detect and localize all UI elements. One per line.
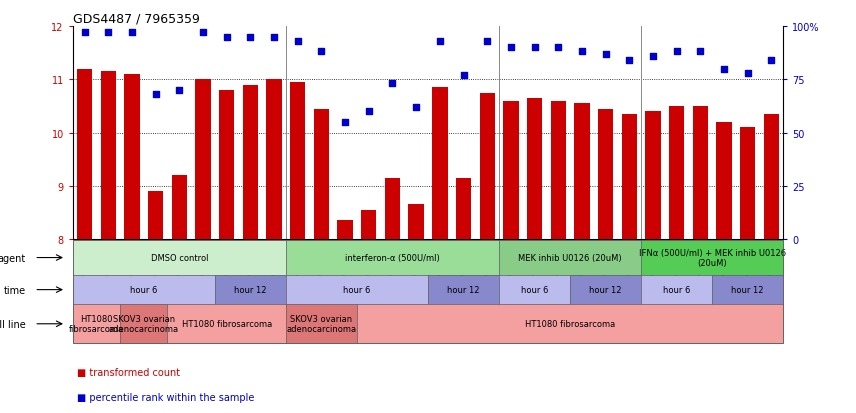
Text: hour 6: hour 6 [130,285,158,294]
Bar [361,210,377,240]
Text: hour 6: hour 6 [521,285,548,294]
Bar [290,83,306,240]
Text: IFNα (500U/ml) + MEK inhib U0126
(20uM): IFNα (500U/ml) + MEK inhib U0126 (20uM) [639,248,786,268]
Text: agent: agent [0,253,26,263]
Point [362,109,376,115]
Point [575,49,589,56]
Text: ■ percentile rank within the sample: ■ percentile rank within the sample [77,392,254,402]
Bar [243,85,258,240]
Text: hour 12: hour 12 [235,285,266,294]
Bar [645,112,661,240]
Text: SKOV3 ovarian
adenocarcinoma: SKOV3 ovarian adenocarcinoma [109,314,179,334]
Point [433,38,447,45]
Point [480,38,494,45]
Point [740,70,754,77]
Bar [172,176,187,240]
Bar [124,75,140,240]
Bar [77,69,92,240]
Bar [148,192,163,240]
Bar [503,101,519,240]
Point [338,119,352,126]
Bar [456,178,471,240]
Point [149,92,163,98]
Text: hour 12: hour 12 [590,285,621,294]
Point [693,49,707,56]
Text: cell line: cell line [0,319,26,329]
Point [598,51,612,58]
Text: HT1080 fibrosarcoma: HT1080 fibrosarcoma [525,320,615,328]
Point [291,38,305,45]
Bar [621,114,637,240]
Bar [574,104,590,240]
Text: HT1080
fibrosarcoma: HT1080 fibrosarcoma [68,314,124,334]
Text: interferon-α (500U/ml): interferon-α (500U/ml) [345,254,440,262]
Point [669,49,683,56]
Point [101,30,115,36]
Bar [527,99,542,240]
Point [456,72,470,79]
Point [220,34,234,41]
Text: hour 12: hour 12 [732,285,764,294]
Point [764,57,778,64]
Bar [408,205,424,240]
Point [196,30,210,36]
Point [243,34,257,41]
Point [527,45,541,51]
Point [314,49,328,56]
Text: hour 12: hour 12 [448,285,479,294]
Point [622,57,636,64]
Bar [314,109,329,240]
Point [551,45,565,51]
Text: HT1080 fibrosarcoma: HT1080 fibrosarcoma [181,320,272,328]
Bar [101,72,116,240]
Bar [337,221,353,240]
Bar [764,114,779,240]
Bar [219,90,235,240]
Bar [550,101,566,240]
Bar [385,178,400,240]
Bar [716,123,732,240]
Text: hour 6: hour 6 [343,285,371,294]
Bar [693,107,708,240]
Point [717,66,731,73]
Bar [598,109,613,240]
Bar [266,80,282,240]
Bar [669,107,684,240]
Point [172,88,186,94]
Bar [479,93,495,240]
Text: DMSO control: DMSO control [151,254,208,262]
Bar [432,88,448,240]
Bar [740,128,755,240]
Text: ■ transformed count: ■ transformed count [77,368,180,377]
Bar [195,80,211,240]
Point [125,30,139,36]
Point [385,81,399,88]
Point [646,53,660,60]
Text: MEK inhib U0126 (20uM): MEK inhib U0126 (20uM) [518,254,622,262]
Text: GDS4487 / 7965359: GDS4487 / 7965359 [73,13,199,26]
Text: time: time [3,285,26,295]
Text: SKOV3 ovarian
adenocarcinoma: SKOV3 ovarian adenocarcinoma [287,314,356,334]
Point [267,34,281,41]
Point [409,104,423,111]
Text: hour 6: hour 6 [663,285,690,294]
Point [504,45,518,51]
Point [78,30,92,36]
